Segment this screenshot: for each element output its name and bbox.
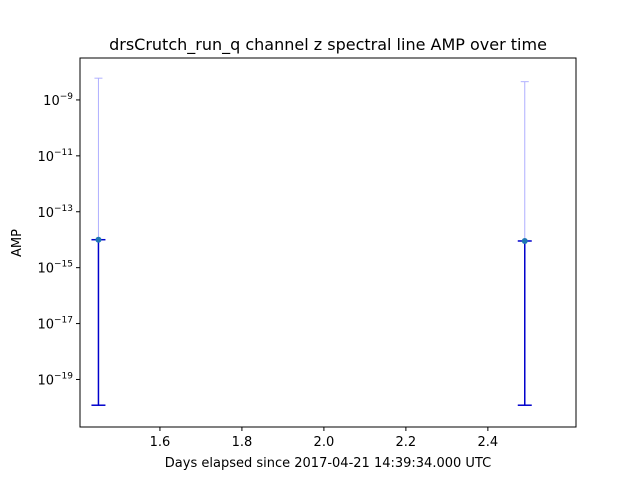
x-tick-label: 2.4: [478, 435, 499, 450]
x-tick-label: 2.0: [314, 435, 335, 450]
y-tick-label: 10−17: [37, 316, 73, 333]
x-axis-ticks: 1.6 1.8 2.0 2.2 2.4: [150, 427, 499, 450]
y-axis-label: AMP: [10, 229, 25, 257]
x-tick-label: 1.6: [150, 435, 171, 450]
y-tick-label: 10−15: [37, 260, 73, 277]
y-tick-label: 10−11: [37, 148, 73, 165]
data-point: [95, 236, 102, 243]
x-tick-label: 1.8: [232, 435, 253, 450]
plot-area-frame: [79, 57, 577, 428]
x-axis-label: Days elapsed since 2017-04-21 14:39:34.0…: [165, 456, 491, 471]
data-point: [521, 237, 528, 244]
x-tick-label: 2.2: [396, 435, 417, 450]
chart-marks: [91, 77, 532, 406]
y-tick-label: 10−13: [37, 204, 73, 221]
chart-title: drsCrutch_run_q channel z spectral line …: [109, 35, 547, 55]
y-axis-ticks: 10−9 10−11 10−13 10−15 10−17 10−19: [37, 92, 80, 388]
y-tick-label: 10−9: [43, 92, 73, 109]
y-tick-label: 10−19: [37, 371, 73, 388]
